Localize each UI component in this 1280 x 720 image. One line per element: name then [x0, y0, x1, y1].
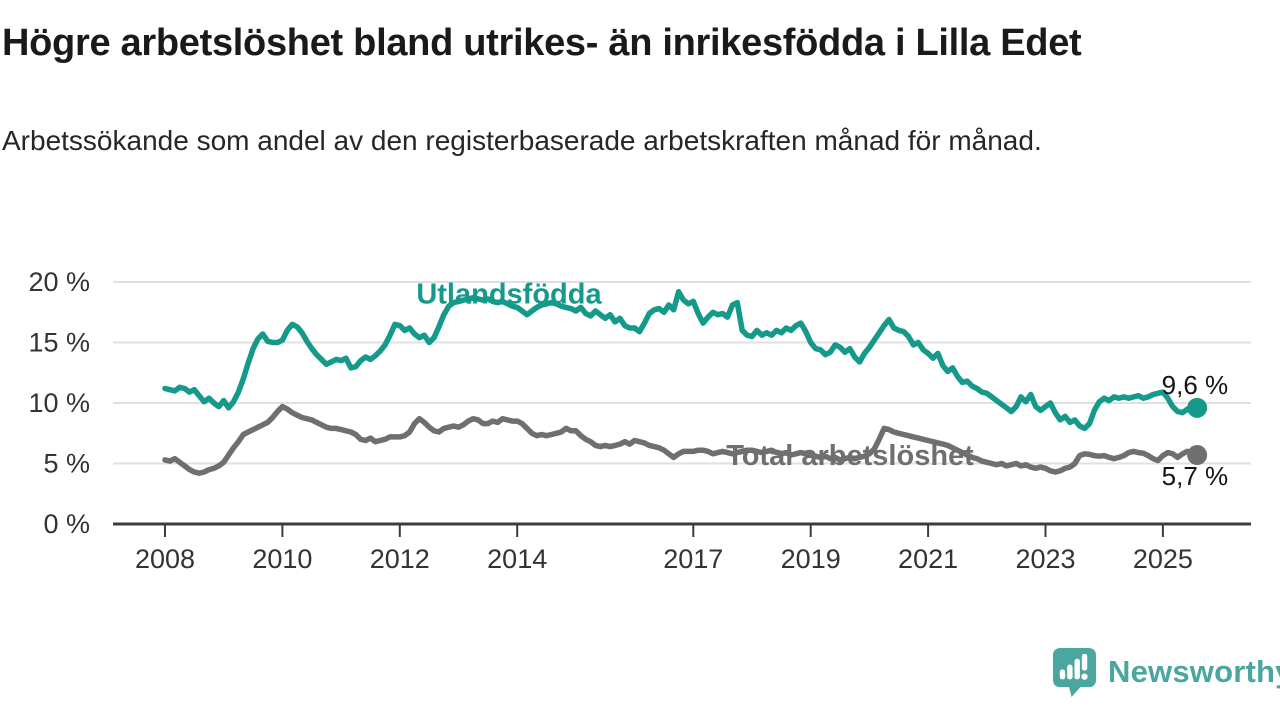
x-tick-label: 2021: [898, 544, 958, 574]
newsworthy-bubble-chart-icon: [1052, 648, 1097, 697]
series-label-total-arbetsloshet: Total arbetslöshet: [726, 440, 974, 472]
page-subtitle: Arbetssökande som andel av den registerb…: [2, 125, 1042, 156]
x-tick-label: 2023: [1015, 544, 1075, 574]
x-tick-label: 2012: [370, 544, 430, 574]
series-line-total-arbetsloshet: [162, 403, 1200, 476]
y-tick-label: 5 %: [43, 449, 90, 479]
series-end-dot-total-arbetsloshet: [1187, 445, 1208, 466]
x-tick-label: 2017: [663, 544, 723, 574]
end-value-label-total-arbetsloshet: 5,7 %: [1162, 461, 1229, 491]
end-value-label-utlandsfodda: 9,6 %: [1162, 370, 1229, 400]
x-tick-label: 2010: [252, 544, 312, 574]
y-tick-label: 0 %: [43, 509, 90, 539]
y-tick-label: 10 %: [28, 388, 90, 418]
page-title: Högre arbetslöshet bland utrikes- än inr…: [2, 22, 1082, 64]
x-tick-label: 2019: [781, 544, 841, 574]
x-tick-label: 2014: [487, 544, 547, 574]
newsworthy-logo-text: Newsworthy: [1108, 654, 1280, 689]
series-label-utlandsfodda: Utlandsfödda: [416, 278, 602, 310]
y-tick-label: 15 %: [28, 328, 90, 358]
newsworthy-logo: Newsworthy: [1051, 646, 1280, 698]
series-end-dot-utlandsfodda: [1187, 397, 1208, 418]
y-tick-label: 20 %: [28, 267, 90, 297]
series-line-utlandsfodda: [162, 288, 1200, 432]
x-tick-label: 2025: [1133, 544, 1193, 574]
x-tick-label: 2008: [135, 544, 195, 574]
